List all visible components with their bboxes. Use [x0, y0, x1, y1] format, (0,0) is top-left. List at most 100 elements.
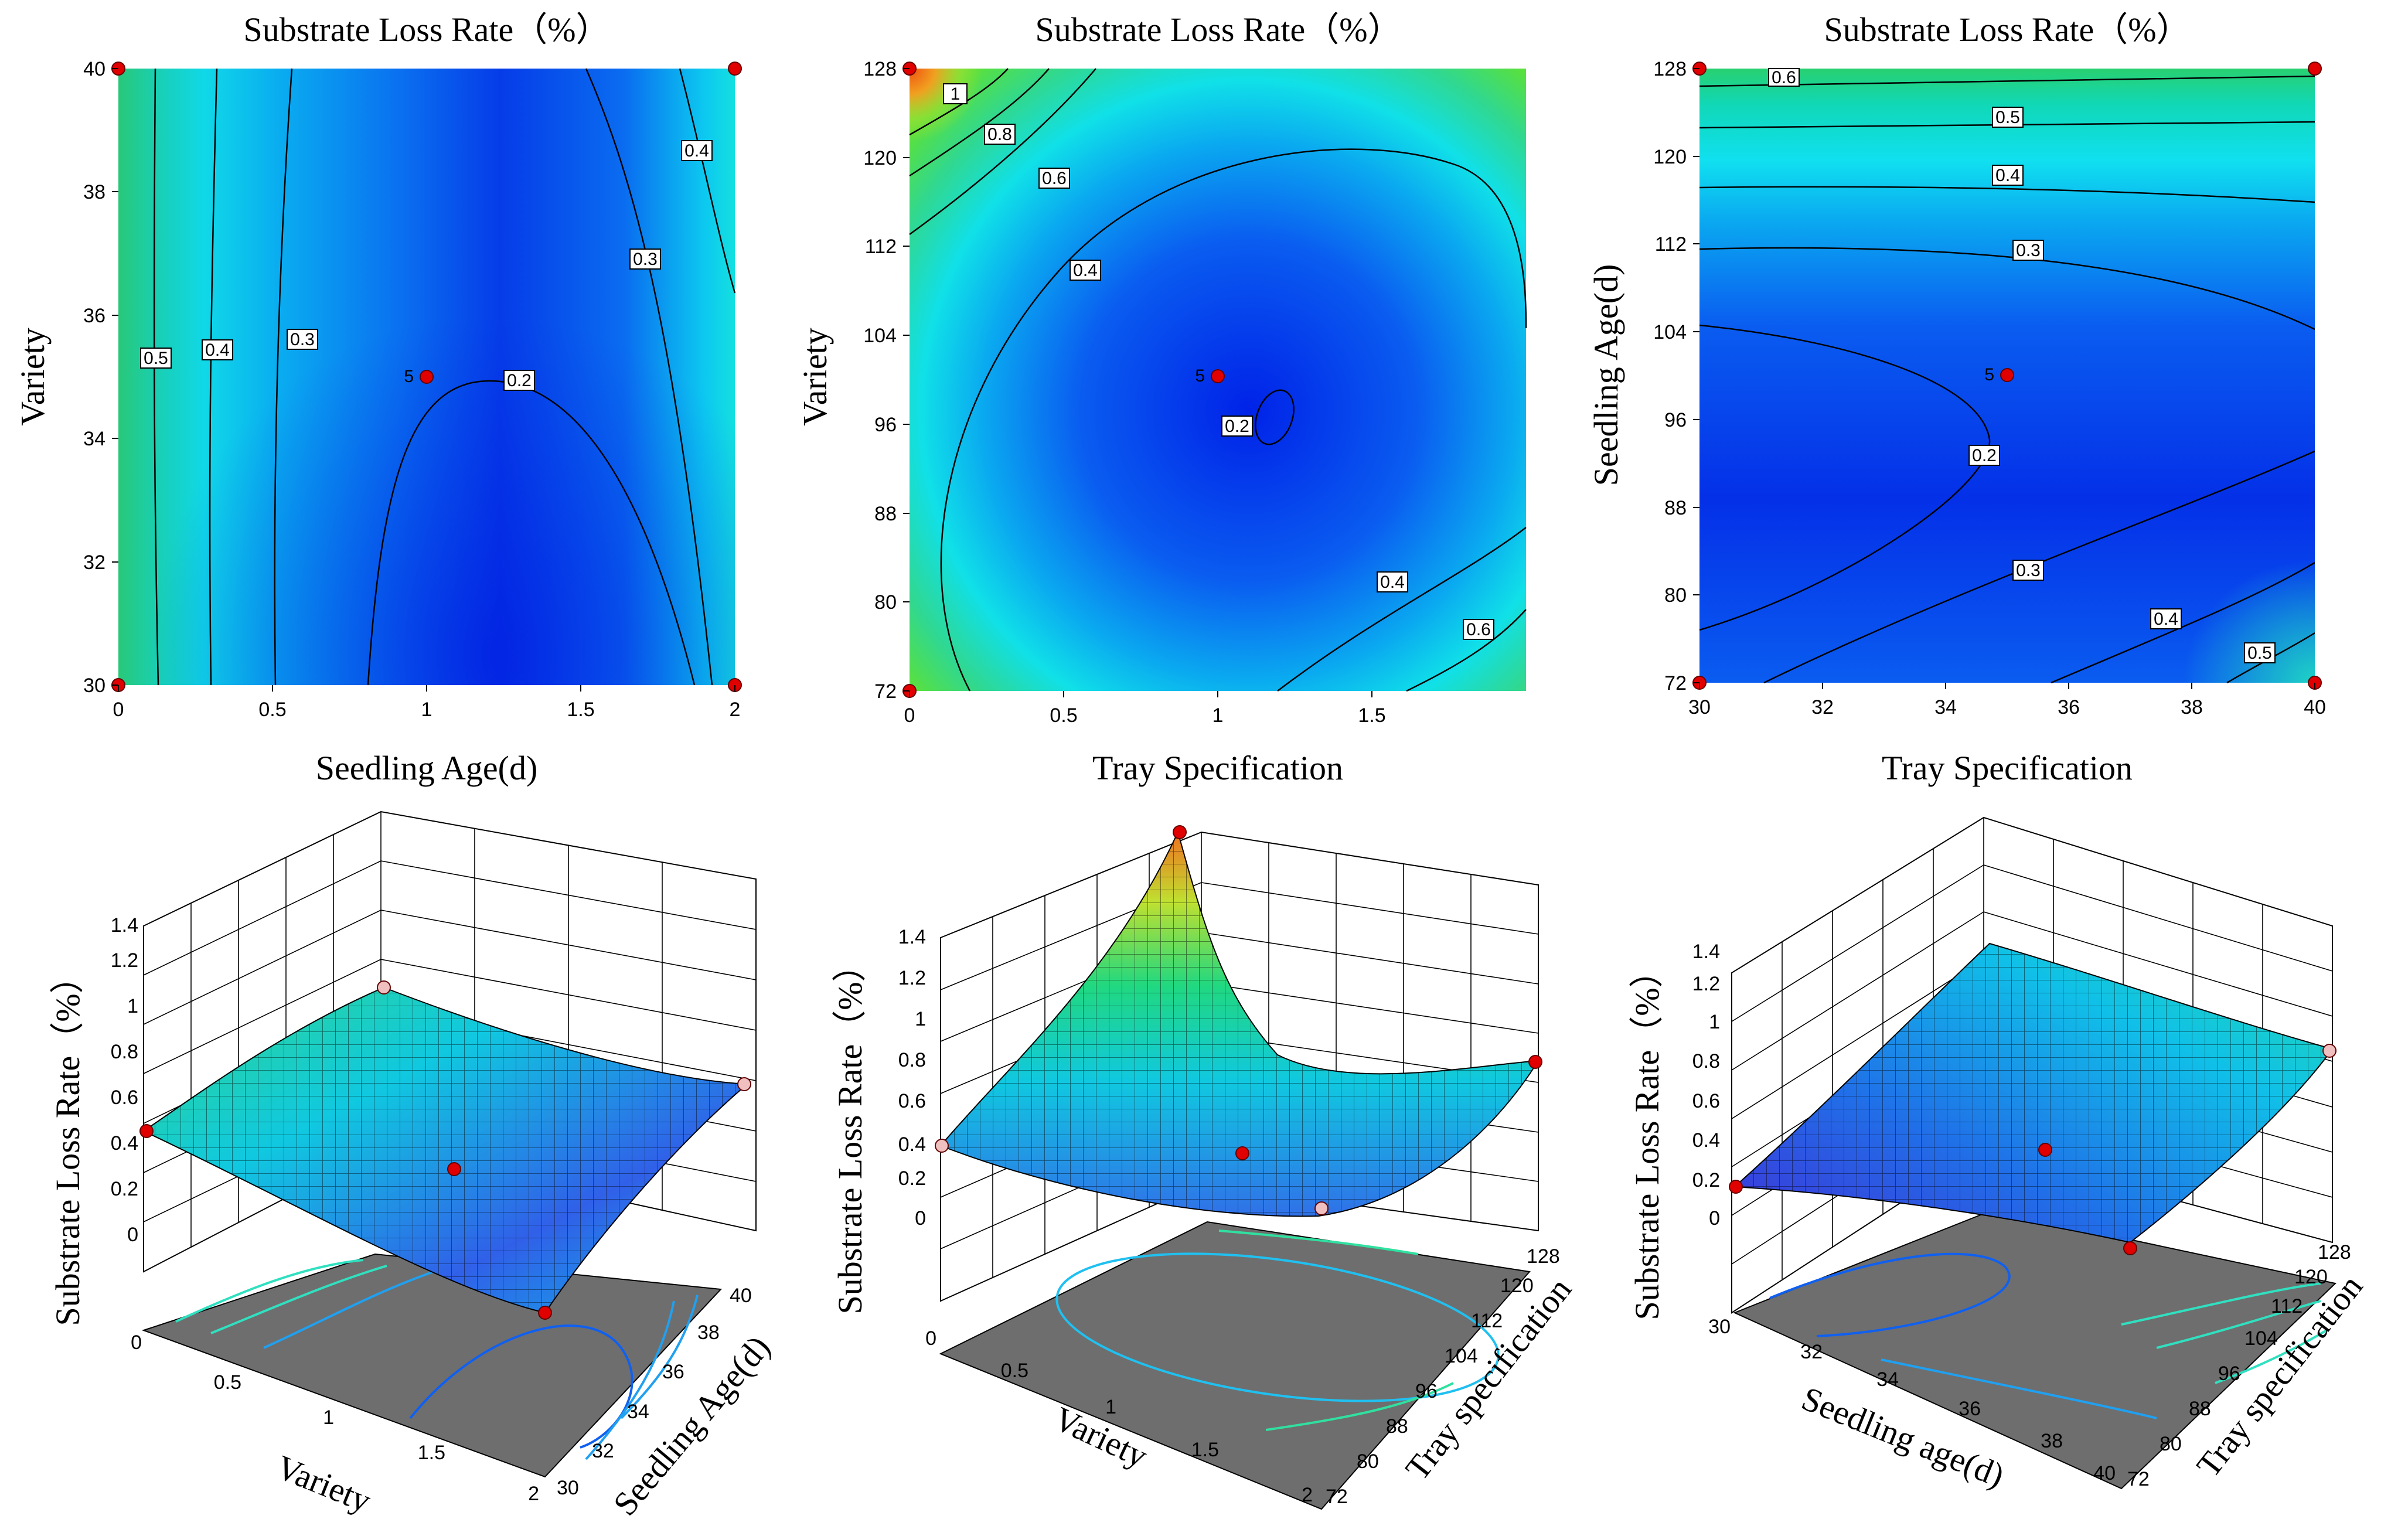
svg-text:1: 1: [951, 84, 961, 104]
svg-text:0.2: 0.2: [1972, 446, 1997, 465]
y-tick-label: 34: [83, 428, 105, 450]
svg-text:0.4: 0.4: [205, 340, 230, 360]
y-tick-label: 40: [730, 1285, 752, 1307]
center-point-label: 5: [1984, 365, 1994, 384]
surface-plot-1: 0 0.2 0.4 0.6 0.8 1 1.2 1.4 0 0.5 1 1.5 …: [49, 810, 778, 1523]
x-tick-label: 34: [1876, 1368, 1899, 1391]
y-tick-label: 112: [2271, 1295, 2303, 1317]
y-tick-label: 96: [1664, 409, 1687, 431]
design-point: [2123, 1241, 2137, 1255]
z-tick-label: 0.6: [111, 1087, 138, 1109]
surface-plot-3: 0 0.2 0.4 0.6 0.8 1 1.2 1.4 30 32 34 36 …: [1628, 816, 2370, 1495]
x-tick-label: 2: [1302, 1484, 1313, 1506]
svg-text:0.3: 0.3: [633, 250, 658, 269]
y-tick-label: 96: [1415, 1380, 1438, 1402]
z-tick-label: 0.6: [1692, 1090, 1720, 1112]
x-tick-label: 0.5: [258, 699, 286, 721]
design-point: [377, 980, 391, 995]
design-point: [1173, 825, 1187, 839]
y-tick-label: 112: [1655, 233, 1687, 256]
x-tick-label: 2: [528, 1483, 539, 1505]
svg-text:0.5: 0.5: [2247, 643, 2272, 663]
x-tick-label: 40: [2304, 696, 2326, 718]
y-tick-label: 40: [83, 58, 105, 80]
y-tick-label: 38: [697, 1322, 720, 1344]
z-tick-label: 0.2: [111, 1178, 138, 1200]
x-tick-label: 30: [1688, 696, 1711, 718]
y-tick-label: 88: [2189, 1398, 2211, 1420]
z-tick-label: 0.4: [1692, 1129, 1720, 1152]
svg-text:0.3: 0.3: [2016, 561, 2041, 580]
z-tick-label: 1: [915, 1008, 926, 1030]
z-tick-label: 0.4: [898, 1133, 926, 1156]
z-tick-label: 1.2: [1692, 973, 1720, 995]
x-tick-label: 32: [1811, 696, 1834, 718]
contour-title-1: Substrate Loss Rate（%）: [243, 11, 609, 49]
x-tick-label: 1.5: [1191, 1439, 1219, 1461]
contour-label: 0.4: [1992, 165, 2024, 186]
x-axis-label: Tray Specification: [1882, 749, 2133, 787]
contour-label: 0.4: [681, 140, 713, 161]
center-point: [1235, 1146, 1249, 1160]
y-tick-label: 96: [2218, 1363, 2240, 1385]
z-tick-label: 1.4: [1692, 941, 1720, 963]
x-tick-label: 1: [1105, 1396, 1116, 1418]
contour-label: 0.2: [1221, 415, 1253, 437]
z-tick-label: 0.8: [111, 1041, 138, 1063]
contour-floor: [1733, 1209, 2337, 1490]
x-axis-ticks: 30 32 34 36 38 40: [1688, 683, 2326, 718]
z-tick-label: 1.4: [111, 914, 138, 936]
x-tick-label: 0: [925, 1327, 936, 1350]
y-tick-label: 80: [1357, 1450, 1379, 1473]
z-tick-label: 0.4: [111, 1132, 138, 1154]
z-tick-label: 1.4: [898, 926, 926, 948]
contour-line: [1699, 121, 2315, 129]
contour-line: [909, 68, 1009, 136]
y-tick-label: 128: [863, 58, 897, 80]
y-axis-ticks: 72 80 88 96 104 112 120 128: [1326, 1245, 1560, 1508]
y-axis-ticks: 72 80 88 96 104 112 120 128: [863, 58, 910, 703]
svg-text:0.4: 0.4: [1073, 261, 1098, 280]
x-tick-label: 38: [2181, 696, 2203, 718]
contour-line: [909, 68, 1096, 236]
svg-text:0.6: 0.6: [1466, 620, 1491, 639]
contour-label: 0.6: [1768, 68, 1800, 87]
x-tick-label: 1.5: [418, 1442, 445, 1464]
y-tick-label: 120: [863, 147, 897, 169]
contour-label: 0.4: [1070, 260, 1101, 281]
y-tick-label: 80: [2160, 1433, 2182, 1455]
center-point: [2038, 1143, 2052, 1157]
y-tick-label: 112: [865, 236, 897, 258]
svg-text:0.6: 0.6: [1772, 68, 1796, 87]
contour-line: [585, 68, 713, 686]
design-point: [2308, 62, 2322, 76]
y-axis-label: Variety: [13, 328, 52, 426]
y-tick-label: 32: [83, 551, 105, 574]
contour-label: 0.6: [1463, 619, 1494, 640]
y-tick-label: 36: [83, 305, 105, 327]
x-tick-label: 1.5: [1358, 704, 1385, 727]
y-tick-label: 30: [557, 1477, 579, 1499]
contour-title-3: Substrate Loss Rate（%）: [1824, 11, 2190, 49]
contour-line: [909, 68, 1050, 177]
x-axis-ticks: 0 0.5 1 1.5: [904, 691, 1386, 727]
x-tick-label: 0: [113, 699, 124, 721]
z-axis-ticks: 0 0.2 0.4 0.6 0.8 1 1.2 1.4: [898, 926, 926, 1230]
center-point: [2000, 368, 2014, 382]
y-tick-label: 128: [2318, 1241, 2351, 1263]
z-tick-label: 1.2: [898, 967, 926, 989]
svg-text:0.5: 0.5: [1995, 108, 2020, 127]
y-tick-label: 88: [874, 503, 897, 525]
design-point: [737, 1077, 751, 1091]
x-tick-label: 32: [1800, 1341, 1823, 1363]
x-tick-label: 0.5: [214, 1371, 241, 1394]
contour-plot-2: Substrate Loss Rate（%） 1 0.8 0.6 0.4 0.2…: [796, 11, 1527, 787]
y-tick-label: 88: [1386, 1415, 1408, 1438]
y-tick-label: 128: [1527, 1245, 1560, 1268]
center-point: [1211, 369, 1225, 383]
z-tick-label: 1: [1709, 1011, 1720, 1033]
contour-label: 0.2: [503, 370, 535, 391]
x-tick-label: 40: [2093, 1462, 2116, 1484]
contour-label: 1: [943, 83, 968, 104]
svg-text:0.4: 0.4: [2154, 609, 2178, 629]
